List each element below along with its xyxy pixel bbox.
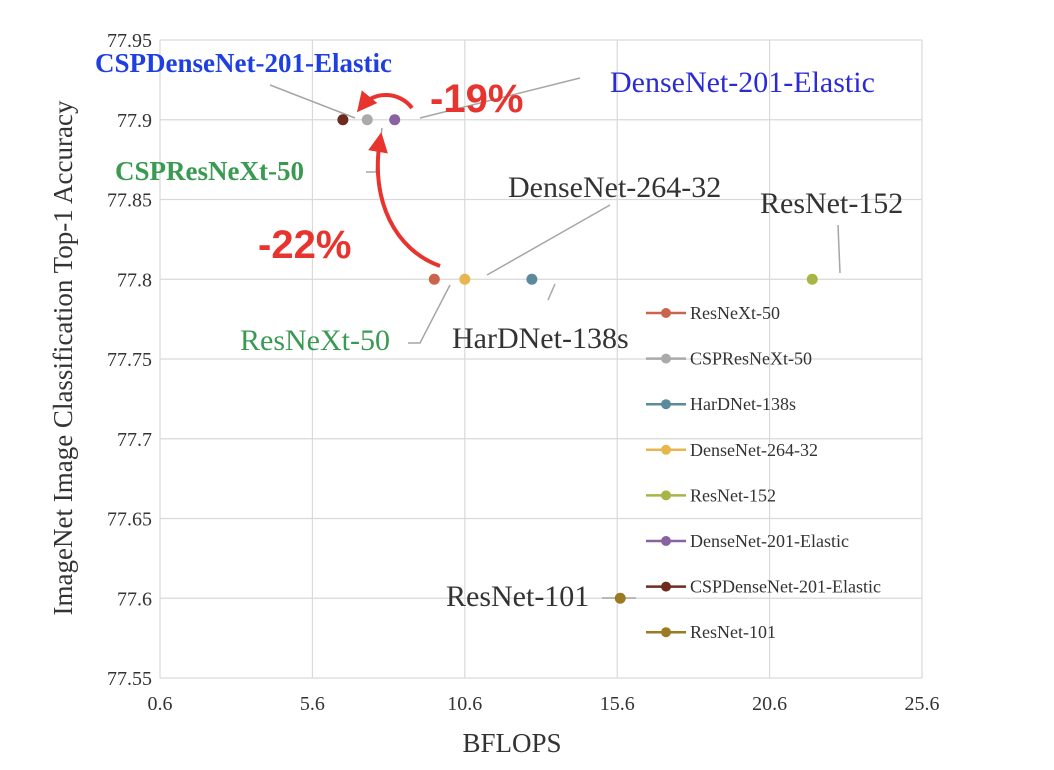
data-point-cspdensenet-201-elastic [337, 114, 349, 126]
leader-line [837, 224, 841, 274]
x-axis-label: BFLOPS [462, 728, 561, 758]
y-tick-label: 77.95 [107, 30, 152, 52]
y-tick-label: 77.7 [117, 429, 152, 451]
y-tick-label: 77.85 [107, 190, 152, 212]
x-tick-label: 0.6 [148, 693, 173, 715]
data-point-resnext-50 [428, 273, 440, 285]
data-point-hardnet-138s [526, 273, 538, 285]
legend-label: ResNeXt-50 [690, 303, 780, 323]
leader-lines [269, 77, 841, 599]
legend-marker [661, 536, 671, 546]
data-point-resnet-101 [614, 592, 626, 604]
legend: ResNeXt-50 CSPResNeXt-50 HarDNet-138s Dense… [646, 303, 881, 642]
annotation-label: ResNet-152 [760, 187, 903, 220]
annotation-label: CSPDenseNet-201-Elastic [95, 48, 392, 78]
legend-label: ResNet-152 [690, 485, 776, 505]
data-point-densenet-201-elastic [389, 114, 401, 126]
y-tick-label: 77.6 [117, 588, 152, 610]
data-point-densenet-264-32 [459, 273, 471, 285]
tick-labels: 77.55 77.6 77.65 77.7 77.75 77.8 77.85 77.9 77.9… [107, 30, 940, 715]
annotation-label: CSPResNeXt-50 [115, 156, 304, 186]
legend-label: CSPResNeXt-50 [690, 349, 812, 369]
data-point-cspresnext-50 [361, 114, 373, 126]
x-tick-label: 25.6 [905, 693, 940, 715]
legend-label: HarDNet-138s [690, 394, 796, 414]
annotation-label: ResNet-101 [446, 580, 589, 613]
y-tick-label: 77.55 [107, 668, 152, 690]
x-tick-label: 15.6 [600, 693, 635, 715]
arrow-22-percent [368, 132, 441, 268]
leader-line [486, 204, 611, 276]
annotation-label: DenseNet-201-Elastic [610, 66, 875, 99]
reduction-labels: -19% -22% [258, 77, 523, 267]
legend-marker [661, 444, 671, 455]
x-tick-label: 10.6 [447, 693, 482, 715]
y-axis-label: ImageNet Image Classification Top-1 Accu… [48, 100, 78, 615]
legend-marker [661, 627, 671, 638]
annotation-label: HarDNet-138s [452, 322, 629, 355]
point-annotations: CSPDenseNet-201-Elastic DenseNet-201-Elas… [95, 48, 903, 613]
y-tick-label: 77.8 [117, 269, 152, 291]
y-tick-label: 77.65 [107, 509, 152, 531]
legend-label: CSPDenseNet-201-Elastic [690, 577, 881, 597]
leader-line [419, 77, 581, 119]
x-tick-label: 20.6 [752, 693, 787, 715]
leader-line [269, 84, 356, 119]
annotation-label: ResNeXt-50 [240, 324, 390, 357]
legend-marker [661, 353, 671, 364]
y-tick-label: 77.75 [107, 349, 152, 371]
legend-label: DenseNet-264-32 [690, 440, 818, 460]
reduction-arrows [356, 90, 441, 268]
leader-line [547, 283, 556, 301]
reduction-label: -22% [258, 223, 351, 267]
grid-lines [159, 39, 923, 679]
legend-marker [661, 490, 671, 501]
reduction-label: -19% [430, 77, 523, 121]
leader-line [408, 284, 451, 344]
legend-label: DenseNet-201-Elastic [690, 531, 849, 551]
x-tick-label: 5.6 [300, 693, 325, 715]
annotation-label: DenseNet-264-32 [508, 171, 721, 204]
y-tick-label: 77.9 [117, 110, 152, 132]
legend-marker [661, 399, 671, 410]
legend-marker [661, 308, 671, 318]
data-point-resnet-152 [806, 273, 818, 285]
data-points [337, 114, 818, 604]
legend-label: ResNet-101 [690, 622, 776, 642]
legend-marker [661, 581, 671, 592]
arrow-19-percent [356, 90, 414, 113]
